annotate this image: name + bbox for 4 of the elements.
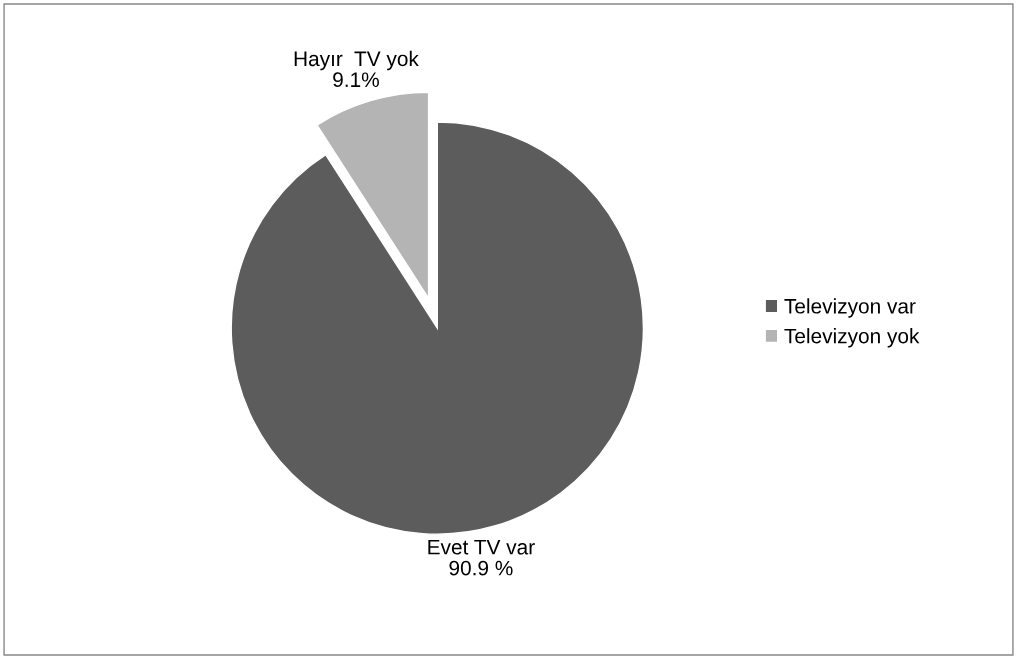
- data-label: Evet TV var 90.9 %: [428, 539, 535, 576]
- data-label: Hayır TV yok 9.1%: [294, 50, 419, 88]
- legend-label: Televizyon var: [784, 298, 916, 318]
- legend-label: Televizyon yok: [784, 328, 920, 348]
